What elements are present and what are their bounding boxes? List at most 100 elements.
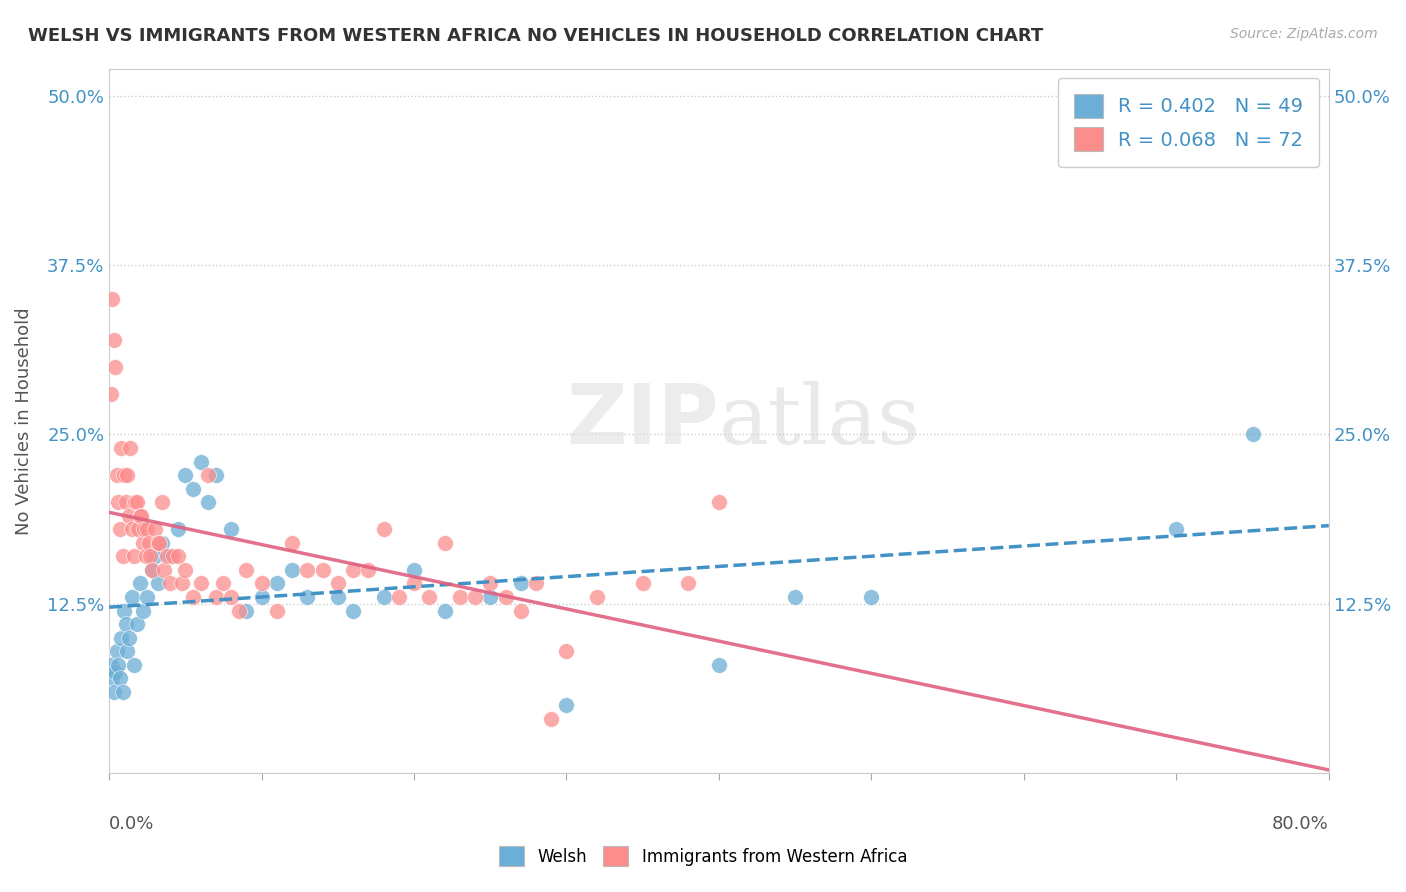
- Point: [388, 590, 411, 604]
- Point: [117, 644, 139, 658]
- Point: [152, 536, 174, 550]
- Point: [146, 576, 169, 591]
- Point: [205, 590, 228, 604]
- Point: [166, 549, 188, 564]
- Point: [131, 603, 153, 617]
- Point: [143, 522, 166, 536]
- Point: [555, 644, 578, 658]
- Point: [110, 631, 132, 645]
- Point: [174, 468, 197, 483]
- Point: [162, 549, 184, 564]
- Point: [105, 468, 128, 483]
- Point: [219, 522, 242, 536]
- Point: [146, 536, 169, 550]
- Point: [136, 522, 159, 536]
- Point: [678, 576, 700, 591]
- Point: [212, 576, 235, 591]
- Point: [107, 495, 129, 509]
- Point: [228, 603, 250, 617]
- Point: [141, 563, 163, 577]
- Point: [235, 603, 257, 617]
- Point: [495, 590, 517, 604]
- Point: [122, 657, 145, 672]
- Point: [152, 495, 174, 509]
- Point: [148, 536, 170, 550]
- Point: [631, 576, 654, 591]
- Point: [707, 495, 730, 509]
- Point: [266, 576, 288, 591]
- Point: [197, 495, 219, 509]
- Point: [134, 522, 156, 536]
- Point: [125, 495, 148, 509]
- Point: [156, 549, 179, 564]
- Point: [342, 563, 364, 577]
- Point: [540, 712, 562, 726]
- Point: [100, 386, 122, 401]
- Point: [104, 359, 127, 374]
- Point: [181, 482, 204, 496]
- Point: [402, 563, 425, 577]
- Point: [141, 563, 163, 577]
- Point: [112, 468, 135, 483]
- Point: [433, 603, 456, 617]
- Point: [311, 563, 333, 577]
- Point: [118, 631, 141, 645]
- Point: [342, 603, 364, 617]
- Point: [524, 576, 547, 591]
- Point: [101, 671, 124, 685]
- Point: [190, 576, 212, 591]
- Point: [129, 508, 152, 523]
- Point: [111, 549, 134, 564]
- Point: [108, 671, 131, 685]
- Point: [190, 454, 212, 468]
- Point: [174, 563, 197, 577]
- Text: ZIP: ZIP: [567, 380, 718, 461]
- Point: [103, 685, 125, 699]
- Point: [122, 549, 145, 564]
- Point: [121, 522, 143, 536]
- Point: [139, 549, 162, 564]
- Point: [586, 590, 609, 604]
- Point: [326, 576, 349, 591]
- Point: [159, 576, 181, 591]
- Point: [707, 657, 730, 672]
- Point: [509, 576, 531, 591]
- Point: [108, 522, 131, 536]
- Point: [373, 522, 395, 536]
- Point: [128, 508, 150, 523]
- Point: [138, 536, 160, 550]
- Point: [418, 590, 440, 604]
- Text: atlas: atlas: [718, 381, 921, 461]
- Point: [110, 441, 132, 455]
- Point: [197, 468, 219, 483]
- Point: [860, 590, 883, 604]
- Point: [281, 536, 304, 550]
- Text: Source: ZipAtlas.com: Source: ZipAtlas.com: [1230, 27, 1378, 41]
- Point: [433, 536, 456, 550]
- Point: [117, 468, 139, 483]
- Point: [166, 522, 188, 536]
- Point: [479, 590, 502, 604]
- Point: [104, 665, 127, 679]
- Point: [127, 522, 149, 536]
- Point: [297, 563, 319, 577]
- Point: [235, 563, 257, 577]
- Point: [120, 441, 142, 455]
- Point: [1166, 522, 1188, 536]
- Point: [115, 617, 138, 632]
- Point: [121, 590, 143, 604]
- Point: [479, 576, 502, 591]
- Point: [172, 576, 194, 591]
- Y-axis label: No Vehicles in Household: No Vehicles in Household: [15, 307, 32, 534]
- Point: [205, 468, 228, 483]
- Point: [111, 685, 134, 699]
- Point: [785, 590, 807, 604]
- Point: [101, 292, 124, 306]
- Point: [1241, 427, 1264, 442]
- Point: [464, 590, 486, 604]
- Point: [131, 536, 153, 550]
- Text: 80.0%: 80.0%: [1272, 815, 1329, 833]
- Point: [181, 590, 204, 604]
- Point: [297, 590, 319, 604]
- Point: [115, 495, 138, 509]
